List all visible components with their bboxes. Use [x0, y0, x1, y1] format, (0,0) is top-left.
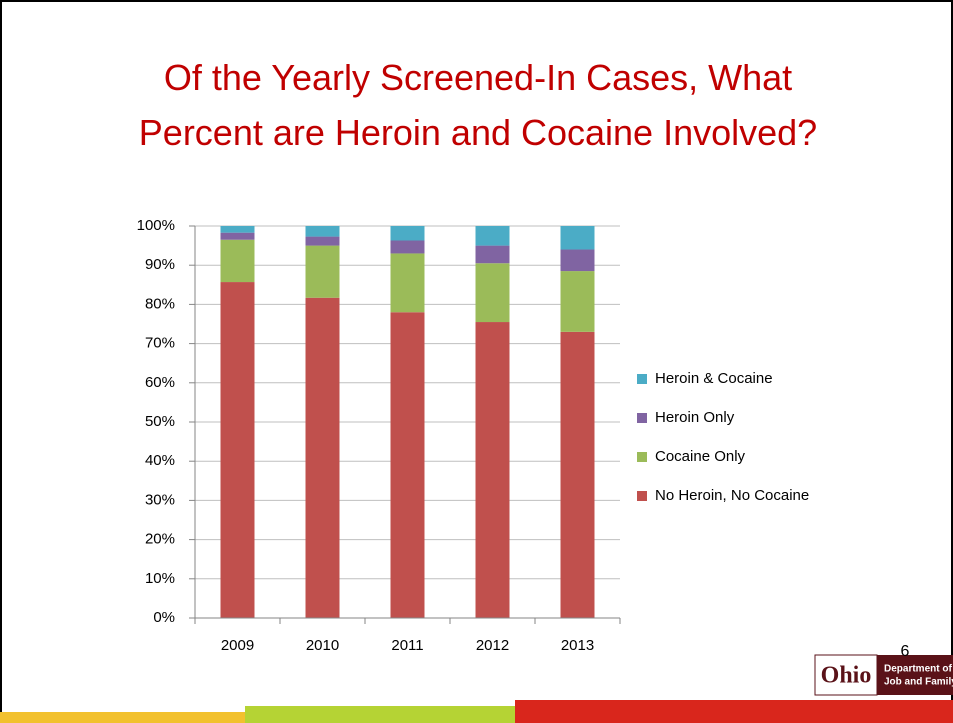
- x-tick-label: 2012: [476, 637, 509, 654]
- footer-red: [515, 700, 953, 723]
- y-tick-label: 90%: [145, 256, 175, 273]
- bar-segment: [475, 322, 510, 618]
- footer-logo: Ohio: [821, 663, 872, 689]
- bar-segment: [560, 249, 595, 272]
- bar-segment: [560, 271, 595, 332]
- legend-swatch: [637, 413, 647, 423]
- footer-green: [245, 706, 515, 723]
- bar-segment: [390, 226, 425, 241]
- bar-segment: [305, 297, 340, 618]
- bar-segment: [475, 226, 510, 246]
- x-tick-label: 2009: [221, 637, 254, 654]
- y-tick-label: 20%: [145, 531, 175, 548]
- x-tick-label: 2010: [306, 637, 339, 654]
- y-tick-label: 30%: [145, 491, 175, 508]
- bar-segment: [390, 312, 425, 618]
- x-tick-label: 2011: [391, 637, 423, 654]
- y-tick-label: 70%: [145, 335, 175, 352]
- footer-text: Department of: [884, 664, 952, 675]
- footer-logo-box: [814, 654, 878, 696]
- page-number: 6: [901, 643, 910, 660]
- chart-title: Of the Yearly Screened-In Cases, What Per…: [139, 57, 817, 153]
- y-tick-label: 100%: [137, 217, 175, 234]
- legend-label: Cocaine Only: [655, 448, 746, 465]
- y-tick-label: 60%: [145, 374, 175, 391]
- legend-swatch: [637, 491, 647, 501]
- bar-segment: [220, 232, 255, 240]
- footer-yellow: [0, 712, 245, 723]
- y-tick-label: 0%: [153, 609, 175, 626]
- legend-label: Heroin & Cocaine: [655, 370, 773, 387]
- y-tick-label: 40%: [145, 452, 175, 469]
- legend-label: Heroin Only: [655, 409, 735, 426]
- legend-swatch: [637, 452, 647, 462]
- legend-swatch: [637, 374, 647, 384]
- bar-segment: [305, 245, 340, 298]
- y-tick-label: 80%: [145, 295, 175, 312]
- bar-segment: [305, 226, 340, 237]
- y-tick-label: 50%: [145, 413, 175, 430]
- bar-segment: [220, 239, 255, 283]
- bar-segment: [560, 226, 595, 250]
- bar-segment: [475, 263, 510, 323]
- x-tick-label: 2013: [561, 637, 594, 654]
- bar-segment: [560, 331, 595, 618]
- legend-label: No Heroin, No Cocaine: [655, 487, 809, 504]
- bar-segment: [305, 236, 340, 246]
- y-tick-label: 10%: [145, 570, 175, 587]
- bar-segment: [475, 245, 510, 264]
- bar-segment: [220, 282, 255, 618]
- bar-segment: [220, 226, 255, 233]
- footer-text: Job and Family Services: [884, 677, 953, 688]
- bar-segment: [390, 253, 425, 313]
- bar-segment: [390, 240, 425, 254]
